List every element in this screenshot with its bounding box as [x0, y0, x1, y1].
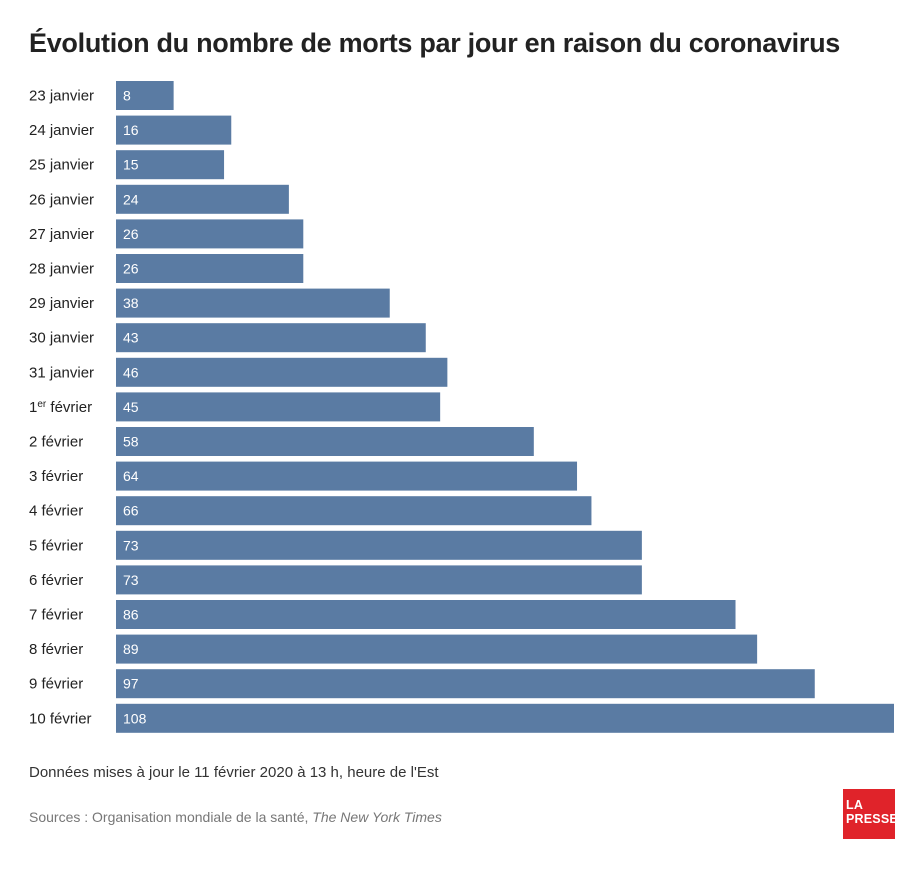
bar-value-label: 89: [123, 641, 139, 657]
bar-value-label: 8: [123, 88, 131, 104]
category-label: 25 janvier: [29, 157, 94, 174]
bar: [116, 392, 441, 422]
category-label: 6 février: [29, 572, 83, 589]
bar-value-label: 45: [123, 399, 139, 415]
logo-line-2: PRESSE: [846, 812, 898, 826]
bar-value-label: 86: [123, 607, 139, 623]
category-label: 30 janvier: [29, 330, 94, 347]
bar-value-label: 24: [123, 191, 139, 207]
category-label: 26 janvier: [29, 191, 94, 208]
bar: [116, 81, 174, 110]
category-label: 31 janvier: [29, 364, 94, 381]
category-label: 23 janvier: [29, 88, 94, 105]
sources-text: Sources : Organisation mondiale de la sa…: [29, 809, 313, 825]
bar: [116, 115, 232, 145]
bar: [116, 530, 642, 560]
bar-value-label: 66: [123, 503, 139, 519]
bar-value-label: 108: [123, 710, 147, 726]
bar-value-label: 73: [123, 572, 139, 588]
category-label: 24 janvier: [29, 122, 94, 139]
bar-value-label: 73: [123, 537, 139, 553]
chart-title: Évolution du nombre de morts par jour en…: [29, 28, 841, 58]
update-note: Données mises à jour le 11 février 2020 …: [29, 764, 439, 781]
bar-value-label: 46: [123, 364, 139, 380]
sources-publication: The New York Times: [312, 809, 442, 825]
category-label: 29 janvier: [29, 295, 94, 312]
bar: [116, 184, 289, 214]
bar: [116, 357, 448, 387]
category-label: 28 janvier: [29, 261, 94, 278]
bar: [116, 150, 225, 180]
bar-value-label: 58: [123, 434, 139, 450]
bar-value-label: 38: [123, 295, 139, 311]
logo-line-1: LA: [846, 798, 864, 812]
bar-value-label: 15: [123, 157, 139, 173]
category-label: 9 février: [29, 676, 83, 693]
bar: [116, 634, 758, 664]
bar-value-label: 16: [123, 122, 139, 138]
bar-value-label: 97: [123, 676, 139, 692]
bar-chart: 23 janvier 8 24 janvier 16 25 janvier 15 26 ja…: [29, 81, 894, 733]
category-label: 4 février: [29, 503, 83, 520]
bar: [116, 600, 736, 629]
bar-value-label: 26: [123, 226, 139, 242]
la-presse-logo: LA PRESSE: [843, 789, 898, 839]
category-label: 10 février: [29, 710, 92, 727]
bar: [116, 323, 426, 353]
category-label: 1er février: [29, 398, 92, 416]
category-label: 8 février: [29, 641, 83, 658]
bar: [116, 496, 592, 526]
category-label: 3 février: [29, 468, 83, 485]
bar: [116, 565, 642, 595]
bar: [116, 219, 304, 249]
bar: [116, 288, 390, 318]
sources-line: Sources : Organisation mondiale de la sa…: [29, 809, 442, 825]
bar: [116, 427, 534, 456]
bar: [116, 461, 578, 491]
bar: [116, 669, 815, 699]
category-label: 5 février: [29, 537, 83, 554]
bar-value-label: 43: [123, 330, 139, 346]
bar-value-label: 64: [123, 468, 139, 484]
bar-value-label: 26: [123, 261, 139, 277]
category-label: 2 février: [29, 434, 83, 451]
bar: [116, 703, 894, 733]
bar: [116, 254, 304, 283]
category-label: 7 février: [29, 607, 83, 624]
category-label: 27 janvier: [29, 226, 94, 243]
